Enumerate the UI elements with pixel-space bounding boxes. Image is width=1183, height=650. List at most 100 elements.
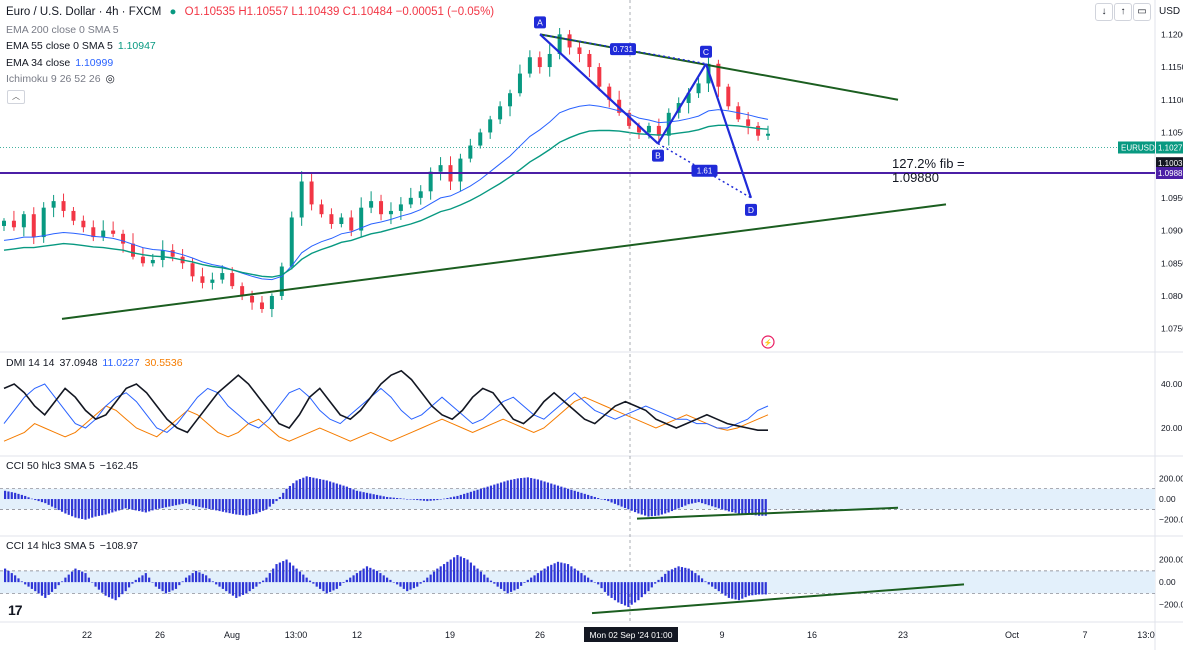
cci50-bar: [375, 494, 379, 500]
cci14-bar: [114, 582, 117, 601]
price-tick-label: 1.1200: [1161, 29, 1183, 39]
cci50-bar: [94, 499, 97, 517]
cci14-bar: [158, 582, 161, 589]
cci14-bar: [104, 582, 107, 596]
cci14-bar: [34, 582, 37, 592]
cci14-bar: [268, 573, 271, 583]
cci50-bar: [690, 499, 694, 504]
cci14-bar: [318, 582, 322, 589]
collapse-legend-button[interactable]: ︿: [7, 90, 25, 104]
legend-ichimoku[interactable]: Ichimoku 9 26 52 26 ◎: [6, 73, 115, 85]
cci14-bar: [251, 582, 255, 589]
legend-cci50[interactable]: CCI 50 hlc3 SMA 5 −162.45: [6, 460, 138, 472]
cci50-bar: [399, 498, 402, 500]
cci50-bar: [697, 499, 700, 503]
cci14-tick-label: 200.00: [1159, 555, 1183, 565]
cci14-bar: [617, 582, 620, 603]
cci50-bar: [111, 499, 114, 513]
adx-line: [3, 369, 768, 434]
cci14-divergence-line: [591, 583, 965, 615]
cci14-bar: [308, 580, 312, 583]
cci14-bar: [600, 582, 603, 589]
cci50-bar: [489, 485, 493, 500]
currency-label[interactable]: USD: [1159, 6, 1181, 17]
candle-body: [408, 197, 413, 205]
cci14-bar: [540, 570, 543, 583]
cci50-bar: [446, 498, 449, 500]
cci14-bar: [412, 582, 415, 589]
cci50-bar: [630, 499, 633, 511]
legend-ema200[interactable]: EMA 200 close 0 SMA 5: [6, 24, 119, 36]
cci50-bar: [744, 499, 747, 515]
cci50-bar: [677, 499, 680, 509]
symbol-title[interactable]: Euro / U.S. Dollar · 4h · FXCM: [6, 6, 162, 18]
cci14-bar: [60, 581, 64, 583]
cci14-bar: [761, 582, 764, 595]
cci50-bar: [650, 499, 653, 517]
cci14-bar: [422, 580, 426, 583]
cci50-bar: [195, 499, 198, 507]
candle-body: [160, 250, 165, 260]
cci14-bar: [640, 582, 643, 598]
cci50-bar: [757, 499, 761, 516]
cci50-bar: [764, 499, 767, 516]
cci14-bar: [258, 582, 261, 584]
candle-body: [438, 165, 443, 172]
cci14-bar: [406, 582, 409, 592]
pattern-point-C: [700, 45, 712, 58]
cci50-bar: [34, 499, 37, 501]
cci14-bar: [637, 582, 640, 601]
cci50-bar: [536, 479, 539, 500]
cci50-bar: [439, 499, 442, 500]
legend-dmi[interactable]: DMI 14 14 37.0948 11.0227 30.5536: [6, 357, 183, 369]
cci50-bar: [362, 492, 365, 500]
cci14-bar: [365, 566, 369, 583]
cci14-bar: [278, 562, 281, 583]
chart-header: Euro / U.S. Dollar · 4h · FXCM ● O1.1053…: [6, 6, 499, 18]
candle-body: [428, 171, 433, 192]
cci50-bar: [27, 497, 30, 500]
cci14-bar: [633, 582, 637, 603]
cci14-bar: [697, 575, 700, 583]
cci50-bar: [238, 499, 241, 515]
cci14-bar: [117, 582, 121, 598]
cci14-bar: [369, 567, 372, 583]
cci50-bar: [526, 477, 529, 500]
cci14-bar: [248, 582, 251, 592]
scroll-up-button[interactable]: ↑: [1114, 3, 1132, 21]
upper-trendline: [539, 33, 899, 101]
cci50-bar: [429, 499, 432, 501]
ema55-line: [3, 124, 769, 278]
cci14-bar: [727, 582, 730, 598]
candle-body: [517, 73, 522, 94]
scroll-down-button[interactable]: ↓: [1095, 3, 1113, 21]
price-label-text: 1.0988: [1158, 169, 1183, 178]
ohlc-readout: O1.10535 H1.10557 L1.10439 C1.10484 −0.0…: [184, 6, 495, 18]
cci14-bar: [30, 582, 33, 589]
cci50-bar: [44, 499, 47, 504]
legend-cci14[interactable]: CCI 14 hlc3 SMA 5 −108.97: [6, 540, 138, 552]
cci14-bar: [560, 562, 563, 583]
cci14-bar: [533, 575, 536, 583]
cci50-bar: [278, 496, 281, 500]
cci50-bar: [87, 499, 90, 519]
cci14-bar: [577, 570, 580, 583]
maximize-button[interactable]: ▭: [1133, 3, 1151, 21]
cci50-bar: [660, 499, 663, 515]
eye-off-icon[interactable]: ◎: [105, 73, 115, 85]
legend-ema34[interactable]: EMA 34 close 1.10999: [6, 57, 114, 69]
cci50-bar: [741, 499, 744, 514]
price-tick-label: 1.0850: [1161, 258, 1183, 268]
cci50-bar: [349, 488, 352, 500]
cci50-bar: [493, 484, 496, 500]
candle-body: [150, 259, 155, 264]
cci50-bar: [432, 499, 436, 501]
cci14-bar: [620, 582, 623, 604]
cci14-bar: [198, 572, 201, 583]
legend-ema55[interactable]: EMA 55 close 0 SMA 5 1.10947: [6, 40, 156, 52]
cci14-bar: [744, 582, 747, 598]
cci14-bar: [379, 573, 382, 583]
cci50-bar: [664, 499, 667, 514]
cci14-bar: [47, 582, 50, 595]
